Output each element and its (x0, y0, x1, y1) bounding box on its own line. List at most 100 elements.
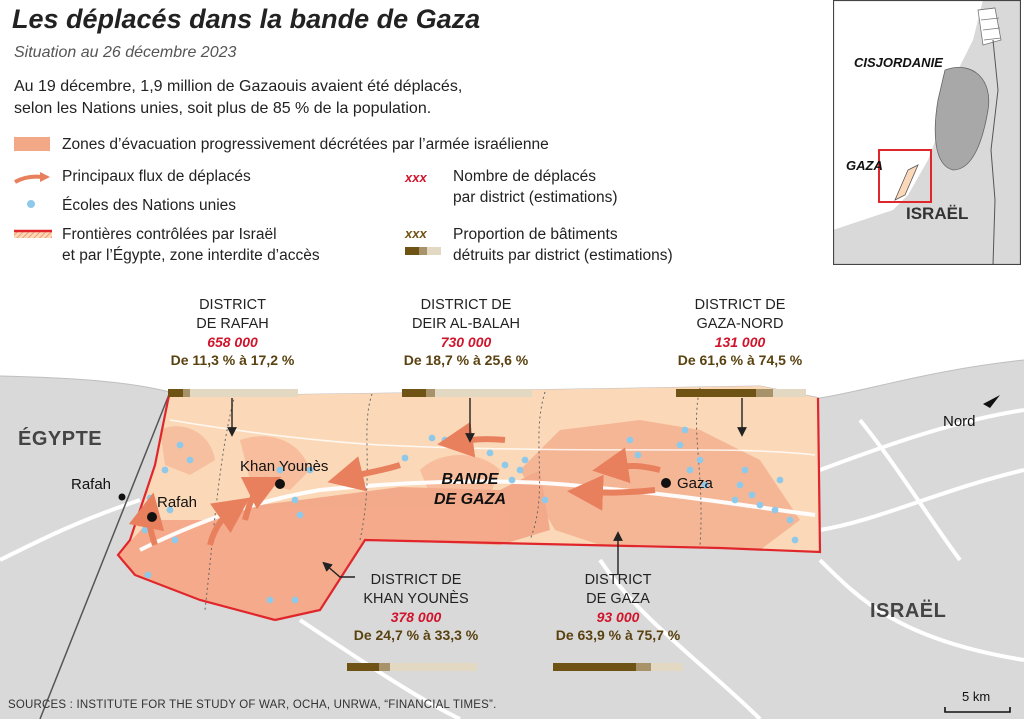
inset-israel-land (833, 0, 1021, 265)
page-subtitle: Situation au 26 décembre 2023 (14, 44, 237, 61)
label-nord: Nord (943, 413, 976, 430)
destroyed-range-segment (426, 389, 436, 397)
intact-segment (772, 389, 806, 397)
district-khan-name-2: KHAN YOUNÈS (363, 591, 469, 607)
sources: SOURCES : INSTITUTE FOR THE STUDY OF WAR… (8, 699, 497, 711)
legend-evacuation-swatch (14, 137, 50, 151)
district-gaza-displaced: 93 000 (596, 609, 640, 625)
legend-xxx-brown: xxx (405, 226, 427, 241)
legend-borders-line-1: Frontières contrôlées par Israël (62, 226, 277, 243)
district-rafah-name-1: DISTRICT (199, 297, 266, 313)
district-rafah: DISTRICT DE RAFAH 658 000 De 11,3 % à 17… (140, 296, 325, 368)
intro-line-2: selon les Nations unies, soit plus de 85… (14, 100, 432, 117)
legend-destroyed-line-1: Proportion de bâtiments (453, 226, 618, 243)
scale-bar (944, 707, 1011, 713)
district-deir-displaced: 730 000 (440, 334, 492, 350)
gaza-dot (661, 478, 671, 488)
district-gaza-nord-name-1: DISTRICT DE (694, 297, 786, 313)
label-bande-line-1: BANDE (441, 471, 499, 488)
north-arrow-icon (983, 395, 1000, 408)
district-rafah-destroyed: De 11,3 % à 17,2 % (170, 352, 295, 368)
district-gaza-name-2: DE GAZA (586, 591, 650, 607)
district-gaza-nord-destroyed: De 61,6 % à 74,5 % (677, 352, 803, 368)
evacuation-zones (118, 420, 800, 620)
intact-segment (390, 663, 477, 671)
roads (0, 408, 1024, 719)
inset-label-cisjordanie: CISJORDANIE (854, 55, 943, 70)
rafah-outside-dot (118, 493, 126, 501)
khan-younes-dot (275, 479, 285, 489)
inset-map (833, 0, 1021, 265)
label-bande-line-2: DE GAZA (434, 491, 506, 508)
legend-flows-label: Principaux flux de déplacés (62, 168, 251, 185)
destroyed-low-segment (347, 663, 380, 671)
label-rafah-outside: Rafah (71, 476, 112, 493)
destroyed-low-segment (402, 389, 427, 397)
legend-displaced-line-1: Nombre de déplacés (453, 168, 597, 185)
label-egypte: ÉGYPTE (18, 428, 103, 450)
legend-displaced-line-2: par district (estimations) (453, 189, 618, 206)
inset-westbank (934, 67, 990, 171)
scale-label: 5 km (962, 689, 991, 704)
rafah-dot (147, 512, 157, 522)
district-deir: DISTRICT DE DEIR AL-BALAH 730 000 De 18,… (372, 296, 560, 368)
district-gaza-nord-name-2: GAZA-NORD (696, 316, 784, 332)
label-khan-younes: Khan Younès (240, 458, 329, 475)
un-schools (141, 426, 799, 604)
district-boundaries (204, 387, 702, 611)
egypt-border-strip (116, 391, 276, 622)
legend-borders-line-2: et par l’Égypte, zone interdite d’accès (62, 247, 320, 264)
district-khan-displaced: 378 000 (390, 609, 442, 625)
district-khan-bar (347, 663, 477, 671)
district-khan: DISTRICT DE KHAN YOUNÈS 378 000 De 24,7 … (322, 571, 510, 643)
inset-label-israel: ISRAËL (906, 204, 969, 223)
legend-border-swatch (14, 229, 52, 238)
displacement-flows (128, 421, 661, 546)
district-rafah-bar (168, 389, 298, 397)
intact-segment (651, 663, 683, 671)
district-gaza-destroyed: De 63,9 % à 75,7 % (555, 627, 681, 643)
legend-schools-label: Écoles des Nations unies (62, 197, 237, 214)
legend-flow-arrow-icon (14, 172, 50, 184)
destroyed-low-segment (168, 389, 183, 397)
district-gaza-nord-displaced: 131 000 (714, 334, 766, 350)
district-gaza-bar (553, 663, 683, 671)
label-israel: ISRAËL (870, 600, 947, 622)
page-title: Les déplacés dans la bande de Gaza (12, 4, 481, 34)
legend-school-dot-icon (27, 200, 35, 208)
destroyed-range-segment (756, 389, 773, 397)
district-deir-name-2: DEIR AL-BALAH (412, 316, 520, 332)
intro-line-1: Au 19 décembre, 1,9 million de Gazaouis … (14, 78, 463, 95)
inset-gaza (894, 164, 919, 201)
district-deir-bar (402, 389, 532, 397)
destroyed-range-segment (182, 389, 191, 397)
destroyed-range-segment (636, 663, 652, 671)
egypt-border (39, 391, 171, 719)
label-rafah: Rafah (157, 494, 198, 511)
district-khan-name-1: DISTRICT DE (370, 572, 462, 588)
label-bande-de-gaza: BANDE DE GAZA (410, 470, 530, 510)
destroyed-low-segment (676, 389, 757, 397)
legend-xxx-red: xxx (405, 170, 427, 185)
destroyed-low-segment (553, 663, 637, 671)
inset-label-gaza: GAZA (846, 158, 883, 173)
intro-text: Au 19 décembre, 1,9 million de Gazaouis … (14, 76, 574, 120)
intact-segment (190, 389, 298, 397)
district-gaza-nord: DISTRICT DE GAZA-NORD 131 000 De 61,6 % … (646, 296, 834, 368)
district-rafah-displaced: 658 000 (207, 334, 258, 350)
destroyed-range-segment (379, 663, 391, 671)
district-deir-destroyed: De 18,7 % à 25,6 % (403, 352, 529, 368)
legend-evacuation-label: Zones d’évacuation progressivement décré… (62, 136, 549, 153)
district-khan-destroyed: De 24,7 % à 33,3 % (353, 627, 479, 643)
intact-segment (435, 389, 532, 397)
inset-gaza-frame (878, 149, 932, 203)
district-deir-name-1: DISTRICT DE (420, 297, 512, 313)
inset-jordan-river (990, 39, 999, 265)
label-gaza-city: Gaza (677, 475, 713, 492)
district-gaza: DISTRICT DE GAZA 93 000 De 63,9 % à 75,7… (524, 571, 712, 643)
district-gaza-name-1: DISTRICT (584, 572, 652, 588)
district-gaza-nord-bar (676, 389, 806, 397)
israeli-border-east (274, 397, 822, 622)
legend-destroyed-bar (405, 247, 441, 255)
